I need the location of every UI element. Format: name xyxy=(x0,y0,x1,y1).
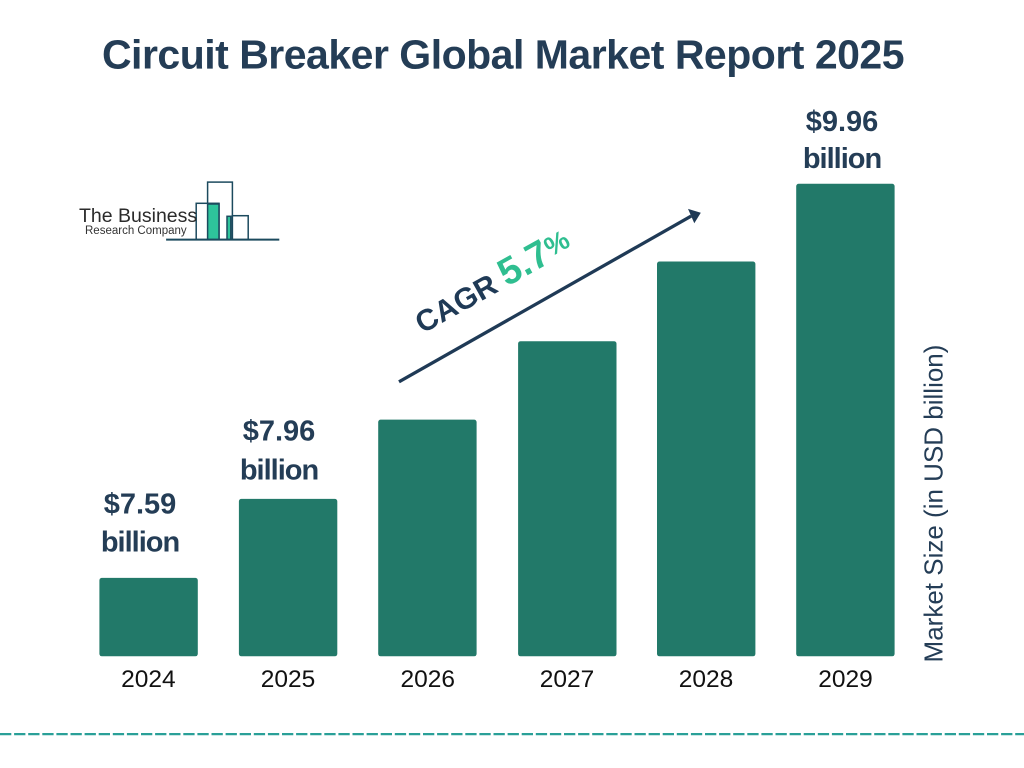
svg-text:Research Company: Research Company xyxy=(85,225,187,237)
svg-text:billion: billion xyxy=(803,143,881,175)
svg-text:$9.96: $9.96 xyxy=(806,106,879,138)
svg-text:billion: billion xyxy=(240,454,318,486)
svg-text:Circuit Breaker Global Market: Circuit Breaker Global Market Report 202… xyxy=(102,32,904,78)
svg-text:2028: 2028 xyxy=(679,666,734,693)
svg-text:$7.96: $7.96 xyxy=(243,416,316,448)
svg-text:$7.59: $7.59 xyxy=(104,488,177,520)
svg-text:The Business: The Business xyxy=(79,205,197,227)
svg-text:2027: 2027 xyxy=(540,666,595,693)
svg-text:billion: billion xyxy=(101,526,179,558)
svg-text:2029: 2029 xyxy=(818,666,873,693)
svg-text:2026: 2026 xyxy=(400,666,455,693)
svg-text:2025: 2025 xyxy=(261,666,316,693)
svg-text:2024: 2024 xyxy=(121,666,176,693)
svg-text:Market Size (in USD billion): Market Size (in USD billion) xyxy=(919,345,949,663)
